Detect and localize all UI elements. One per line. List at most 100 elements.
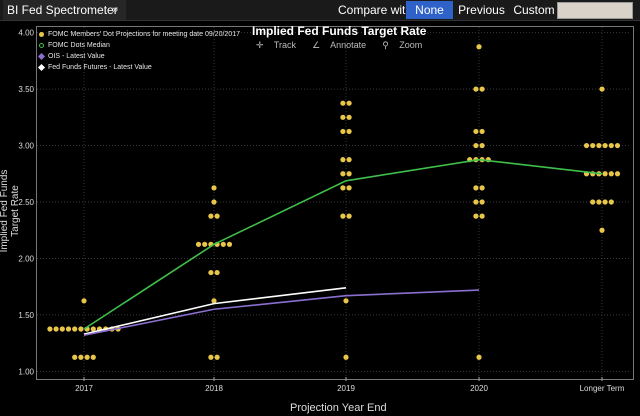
dot-projection xyxy=(211,185,217,191)
pencil-icon: ∠ xyxy=(312,40,321,50)
dot-projection xyxy=(343,298,349,304)
y-axis-label: Implied Fed Funds Target Rate xyxy=(0,169,21,253)
dot-projection xyxy=(340,157,346,163)
dot-projection xyxy=(346,171,352,177)
y-tick-label: 3.50 xyxy=(18,85,34,94)
dot-projection xyxy=(226,241,233,247)
dot-projection xyxy=(602,199,608,205)
chart-toolbar: ✛ Track ∠ Annotate ⚲ Zoom xyxy=(256,40,438,51)
x-tick-label: 2020 xyxy=(470,384,488,393)
dot-projection xyxy=(214,269,220,276)
dot-projection xyxy=(473,199,479,205)
dot-projection xyxy=(214,354,220,360)
dot-projection xyxy=(590,142,596,149)
zoom-button[interactable]: ⚲ Zoom xyxy=(382,40,423,50)
custom-date-field[interactable] xyxy=(557,2,633,19)
chart-legend: FOMC Members' Dot Projections for meetin… xyxy=(37,29,240,73)
dot-projection xyxy=(90,354,96,360)
dot-projection xyxy=(346,114,352,120)
dot-projection xyxy=(343,354,349,360)
dot-projection xyxy=(596,199,602,205)
legend-item-dots: FOMC Members' Dot Projections for meetin… xyxy=(38,29,240,40)
dot-projection xyxy=(476,44,482,50)
median-line xyxy=(83,158,603,330)
dot-projection xyxy=(614,142,621,149)
dot-projection xyxy=(195,241,202,247)
dot-projection xyxy=(340,128,346,135)
dot-projection xyxy=(614,171,621,177)
dot-projection xyxy=(84,354,90,360)
dot-projection xyxy=(53,326,59,332)
dot-projection xyxy=(340,213,346,219)
dot-projection xyxy=(211,298,217,304)
dot-projection xyxy=(202,241,208,247)
magnifier-icon: ⚲ xyxy=(382,40,389,50)
y-tick-label: 2.50 xyxy=(18,198,34,207)
dot-projection xyxy=(583,142,590,149)
dot-projection xyxy=(346,128,352,135)
dot-projection xyxy=(72,326,78,332)
dot-projection xyxy=(479,185,485,191)
x-tick-label: 2017 xyxy=(75,384,93,393)
ois-line xyxy=(83,287,347,335)
legend-item-median: FOMC Dots Median xyxy=(38,40,240,51)
annotate-button[interactable]: ∠ Annotate xyxy=(312,40,367,50)
dot-projection xyxy=(47,326,53,332)
legend-item-futures: Fed Funds Futures - Latest Value xyxy=(37,62,240,73)
dot-projection xyxy=(608,171,614,177)
double-chevron-right-icon[interactable]: » xyxy=(112,4,119,16)
dot-projection xyxy=(211,199,217,205)
dot-projection xyxy=(479,86,485,92)
top-bar: BI Fed Spectrometer » Compare with None … xyxy=(0,0,640,21)
dot-projection xyxy=(72,354,78,360)
dot-projection xyxy=(220,241,226,247)
x-tick-label: Longer Term xyxy=(580,384,625,393)
dot-projection xyxy=(479,199,485,205)
app-title: BI Fed Spectrometer xyxy=(3,0,126,20)
dot-projection xyxy=(208,354,214,360)
y-tick-label: 1.50 xyxy=(18,311,34,320)
y-tick-label: 3.00 xyxy=(18,142,34,151)
dot-projection xyxy=(473,128,479,135)
track-button[interactable]: ✛ Track xyxy=(256,40,297,50)
dot-projection xyxy=(479,142,485,149)
y-tick-label: 4.00 xyxy=(18,29,34,38)
compare-label: Compare with xyxy=(338,3,413,17)
x-axis-label: Projection Year End xyxy=(290,402,387,414)
dot-projection xyxy=(590,199,596,205)
dot-projection xyxy=(602,142,608,149)
dot-projection xyxy=(346,213,352,219)
dot-projection xyxy=(599,86,605,92)
dot-projection xyxy=(608,199,614,205)
dot-projection xyxy=(476,354,482,360)
chart-title: Implied Fed Funds Target Rate xyxy=(252,24,427,38)
dot-projection xyxy=(214,213,220,219)
dot-projection xyxy=(599,227,605,233)
compare-none-button[interactable]: None xyxy=(406,1,453,19)
x-tick-label: 2019 xyxy=(337,384,355,393)
dot-projection xyxy=(346,157,352,163)
dot-projection xyxy=(346,185,352,191)
crosshair-icon: ✛ xyxy=(256,40,264,50)
y-tick-label: 1.00 xyxy=(18,367,34,376)
dot-projection xyxy=(340,185,346,191)
dot-projection xyxy=(473,142,479,149)
dot-projection xyxy=(208,213,214,219)
dot-projection xyxy=(59,326,65,332)
futures-line xyxy=(83,289,480,337)
dot-projection xyxy=(596,142,602,149)
compare-previous-button[interactable]: Previous xyxy=(458,3,505,17)
dot-projection xyxy=(473,213,479,219)
dot-projection xyxy=(65,326,72,332)
dot-projection xyxy=(473,86,479,92)
dot-projection xyxy=(340,171,346,177)
compare-custom-button[interactable]: Custom xyxy=(513,3,555,17)
dot-projection xyxy=(340,100,346,106)
dot-projection xyxy=(479,128,485,135)
dot-projection xyxy=(78,326,84,332)
y-tick-label: 2.00 xyxy=(18,254,34,263)
dot-projection xyxy=(479,213,485,219)
dot-projection xyxy=(340,114,346,120)
dot-projection xyxy=(208,269,214,276)
